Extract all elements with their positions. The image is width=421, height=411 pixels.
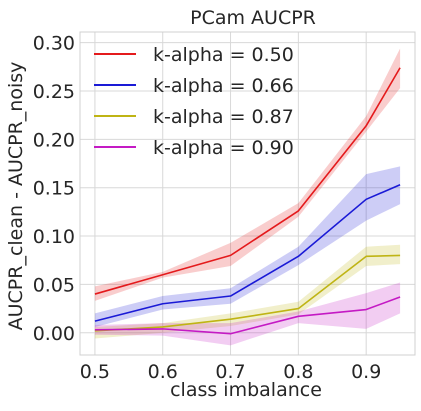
y-tick-label: 0.10 — [33, 226, 75, 248]
series-1-band — [94, 48, 401, 301]
x-tick-label: 0.9 — [351, 361, 381, 383]
y-tick-label: 0.00 — [33, 323, 75, 345]
chart-title: PCam AUCPR — [190, 7, 316, 29]
legend: k-alpha = 0.50 k-alpha = 0.66 k-alpha = 0.… — [94, 44, 294, 159]
y-tick-label: 0.25 — [33, 81, 75, 103]
y-tick-label: 0.20 — [33, 129, 75, 151]
x-axis-label: class imbalance — [170, 379, 322, 401]
series-2-band — [94, 166, 401, 327]
x-tick-label: 0.6 — [148, 361, 178, 383]
legend-entry: k-alpha = 0.50 — [153, 44, 294, 66]
y-tick-label: 0.15 — [33, 178, 75, 200]
legend-entry: k-alpha = 0.66 — [153, 75, 294, 97]
x-tick-label: 0.7 — [215, 361, 245, 383]
x-tick-label: 0.5 — [80, 361, 110, 383]
y-tick-label: 0.30 — [33, 33, 75, 55]
legend-entry: k-alpha = 0.87 — [153, 106, 294, 128]
y-axis-label: AUCPR_clean - AUCPR_noisy — [5, 62, 27, 331]
series-4-line — [94, 296, 401, 335]
series-1-line — [94, 67, 401, 295]
y-tick-label: 0.05 — [33, 274, 75, 296]
plot-frame — [79, 31, 416, 356]
series-lines — [94, 67, 401, 335]
series-3-line — [94, 254, 401, 332]
x-tick-label: 0.8 — [283, 361, 313, 383]
legend-entry: k-alpha = 0.90 — [153, 137, 294, 159]
grid — [80, 32, 415, 355]
series-2-line — [94, 184, 401, 322]
tick-labels: 0.5 0.6 0.7 0.8 0.9 0.00 0.05 0.10 0.15 0.20 0.25 0… — [33, 33, 382, 383]
